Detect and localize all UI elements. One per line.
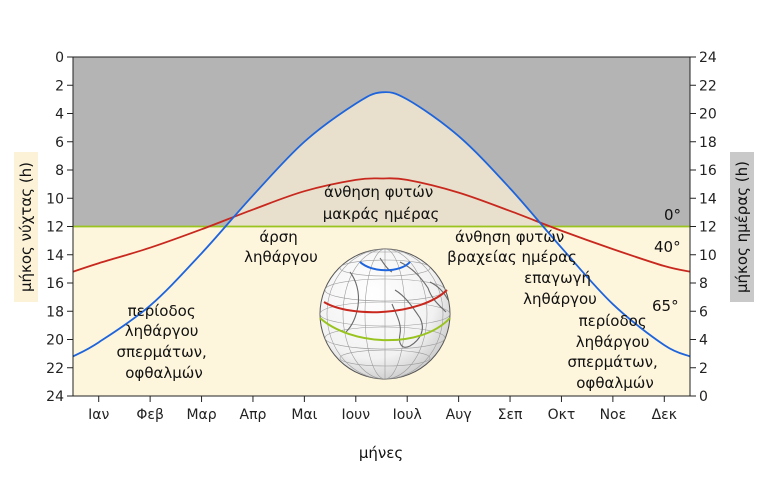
y-left-tick-label: 0 — [55, 50, 64, 66]
y-right-axis-label: μήκος ημέρας (h) — [733, 161, 751, 293]
y-left-axis-label: μήκος νύχτας (h) — [17, 162, 35, 292]
annotation-seed-dormancy-left: περίοδος ληθάργου σπερμάτων, οφθαλμών — [116, 302, 211, 382]
x-tick-label: Σεπ — [498, 407, 523, 423]
x-tick-label: Νοε — [600, 407, 627, 423]
y-left-tick-label: 14 — [46, 248, 64, 264]
annotation-dormancy-induction: επαγωγή ληθάργου — [523, 269, 597, 308]
x-tick-label: Φεβ — [136, 407, 164, 423]
series-label-65: 65° — [652, 297, 679, 315]
y-left-tick-label: 24 — [46, 389, 64, 405]
y-right-tick-label: 8 — [699, 276, 708, 292]
x-tick-label: Δεκ — [652, 407, 677, 423]
y-left-tick-label: 18 — [46, 304, 64, 320]
left-axis-label-group: μήκος νύχτας (h) — [14, 152, 38, 302]
y-right-tick-label: 14 — [699, 191, 717, 207]
y-right-tick-label: 18 — [699, 135, 717, 151]
y-left-tick-label: 2 — [55, 78, 64, 94]
globe-illustration — [319, 248, 451, 380]
y-right-tick-label: 2 — [699, 361, 708, 377]
x-tick-label: Ιουλ — [393, 407, 422, 423]
series-line-1 — [73, 177, 690, 273]
x-axis-label: μήνες — [359, 444, 403, 462]
y-right-tick-label: 16 — [699, 163, 717, 179]
annotation-long-day-flowering: άνθηση φυτών μακράς ημέρας — [323, 183, 440, 223]
y-left-tick-label: 8 — [55, 163, 64, 179]
series-label-0: 0° — [664, 206, 681, 224]
x-tick-label: Απρ — [240, 407, 267, 423]
y-right-tick-label: 20 — [699, 107, 717, 123]
y-right-tick-label: 22 — [699, 78, 717, 94]
y-right-tick-label: 6 — [699, 304, 708, 320]
y-right-tick-label: 12 — [699, 220, 717, 236]
y-left-tick-label: 6 — [55, 135, 64, 151]
x-tick-label: Αυγ — [446, 407, 472, 423]
annotation-short-day-flowering: άνθηση φυτών βραχείας ημέρας — [447, 228, 577, 266]
x-tick-label: Μαρ — [186, 407, 216, 423]
x-tick-label: Οκτ — [548, 407, 576, 423]
annotation-seed-dormancy-right: περίοδος ληθάργου σπερμάτων, οφθαλμών — [567, 312, 662, 392]
y-left-tick-label: 22 — [46, 361, 64, 377]
y-right-tick-label: 0 — [699, 389, 708, 405]
annotation-dormancy-break: άρση ληθάργου — [244, 228, 318, 266]
right-axis-label-group: μήκος ημέρας (h) — [730, 152, 754, 302]
y-right-tick-label: 10 — [699, 248, 717, 264]
x-tick-label: Μαι — [291, 407, 317, 423]
y-right-tick-label: 4 — [699, 333, 708, 349]
y-left-tick-label: 20 — [46, 333, 64, 349]
x-tick-label: Ιουν — [341, 407, 370, 423]
y-left-tick-label: 16 — [46, 276, 64, 292]
y-left-tick-label: 12 — [46, 220, 64, 236]
series-line-2 — [73, 91, 690, 358]
y-right-tick-label: 24 — [699, 50, 717, 66]
y-left-tick-label: 10 — [46, 191, 64, 207]
x-tick-label: Ιαν — [88, 407, 109, 423]
series-label-40: 40° — [654, 238, 681, 256]
y-left-tick-label: 4 — [55, 107, 64, 123]
